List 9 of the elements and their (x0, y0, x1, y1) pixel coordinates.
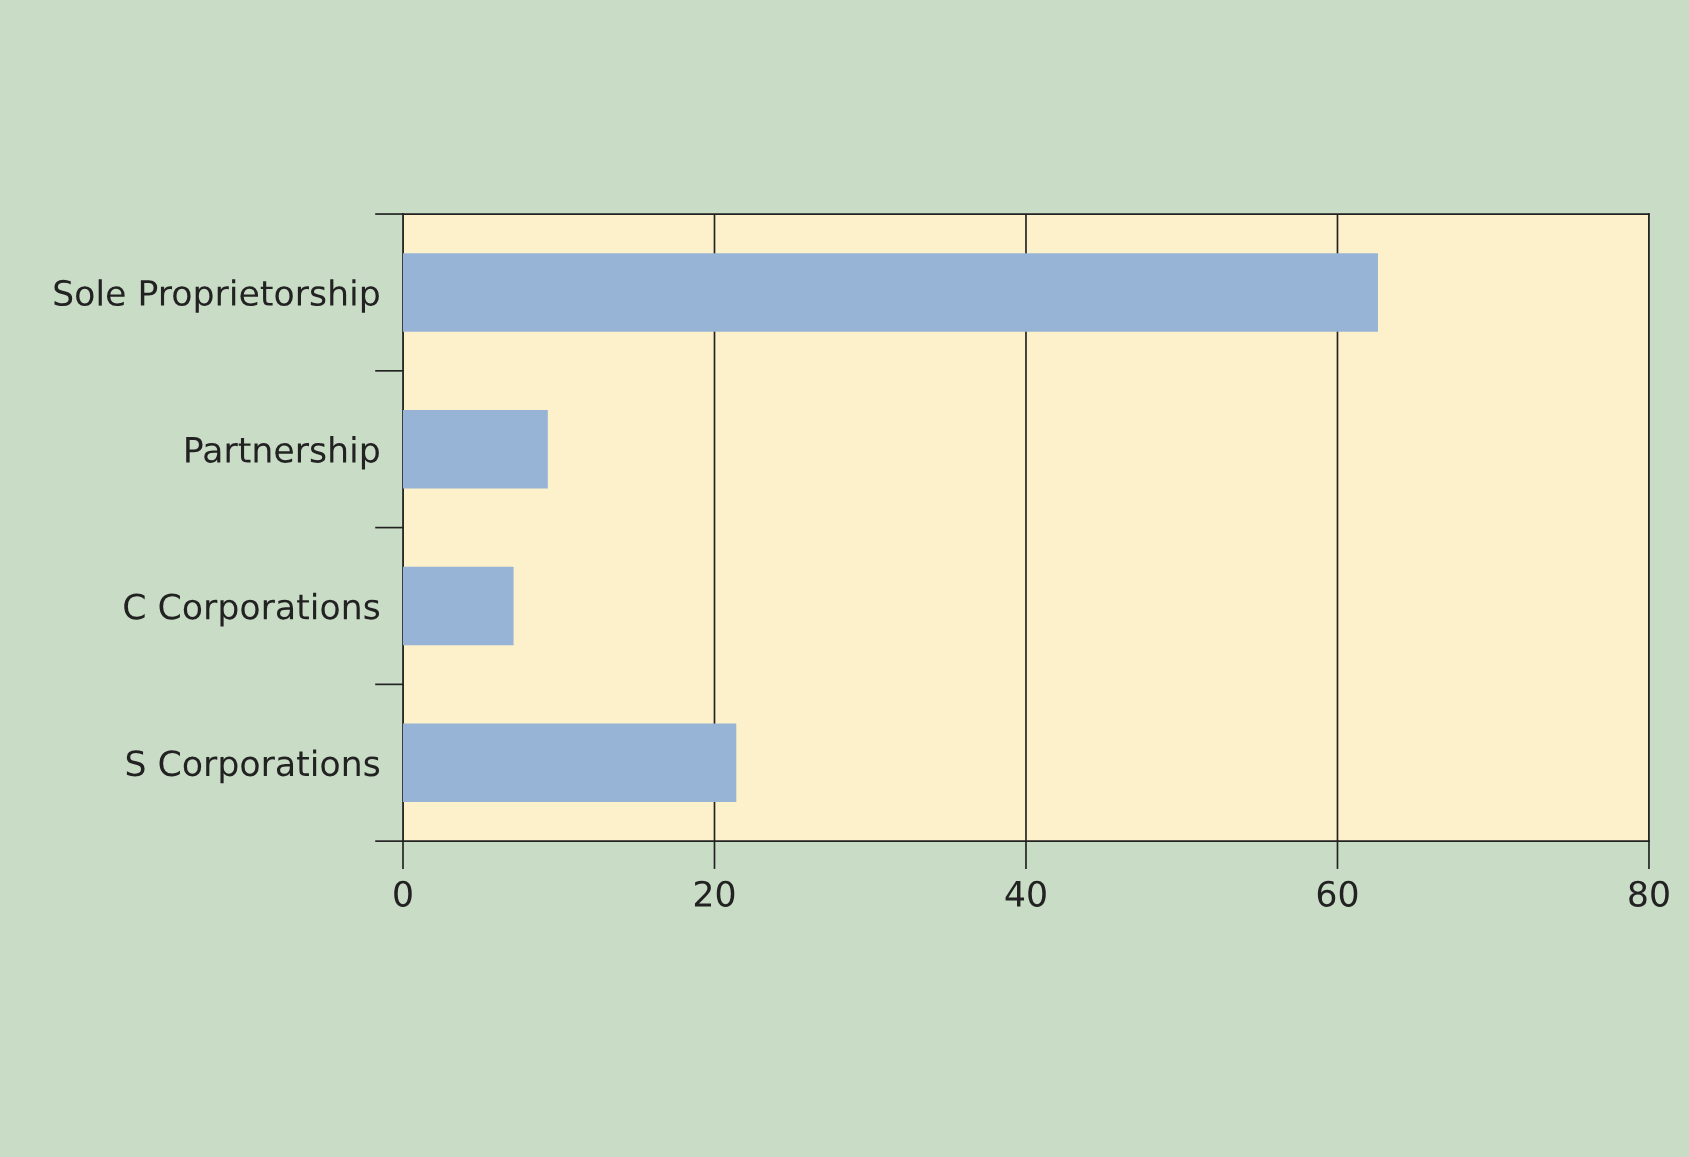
x-tick-label: 60 (1317, 880, 1358, 907)
x-tick-label: 20 (694, 880, 735, 907)
x-tick-label: 80 (1629, 880, 1669, 907)
x-tick-label: 0 (394, 880, 412, 907)
y-tick-label: S Corporations (126, 749, 380, 784)
y-tick-label: Sole Proprietorship (54, 279, 379, 313)
x-tick-label: 40 (1005, 880, 1046, 907)
y-tick-label: Partnership (186, 436, 379, 470)
y-tick-label: C Corporations (124, 592, 380, 627)
